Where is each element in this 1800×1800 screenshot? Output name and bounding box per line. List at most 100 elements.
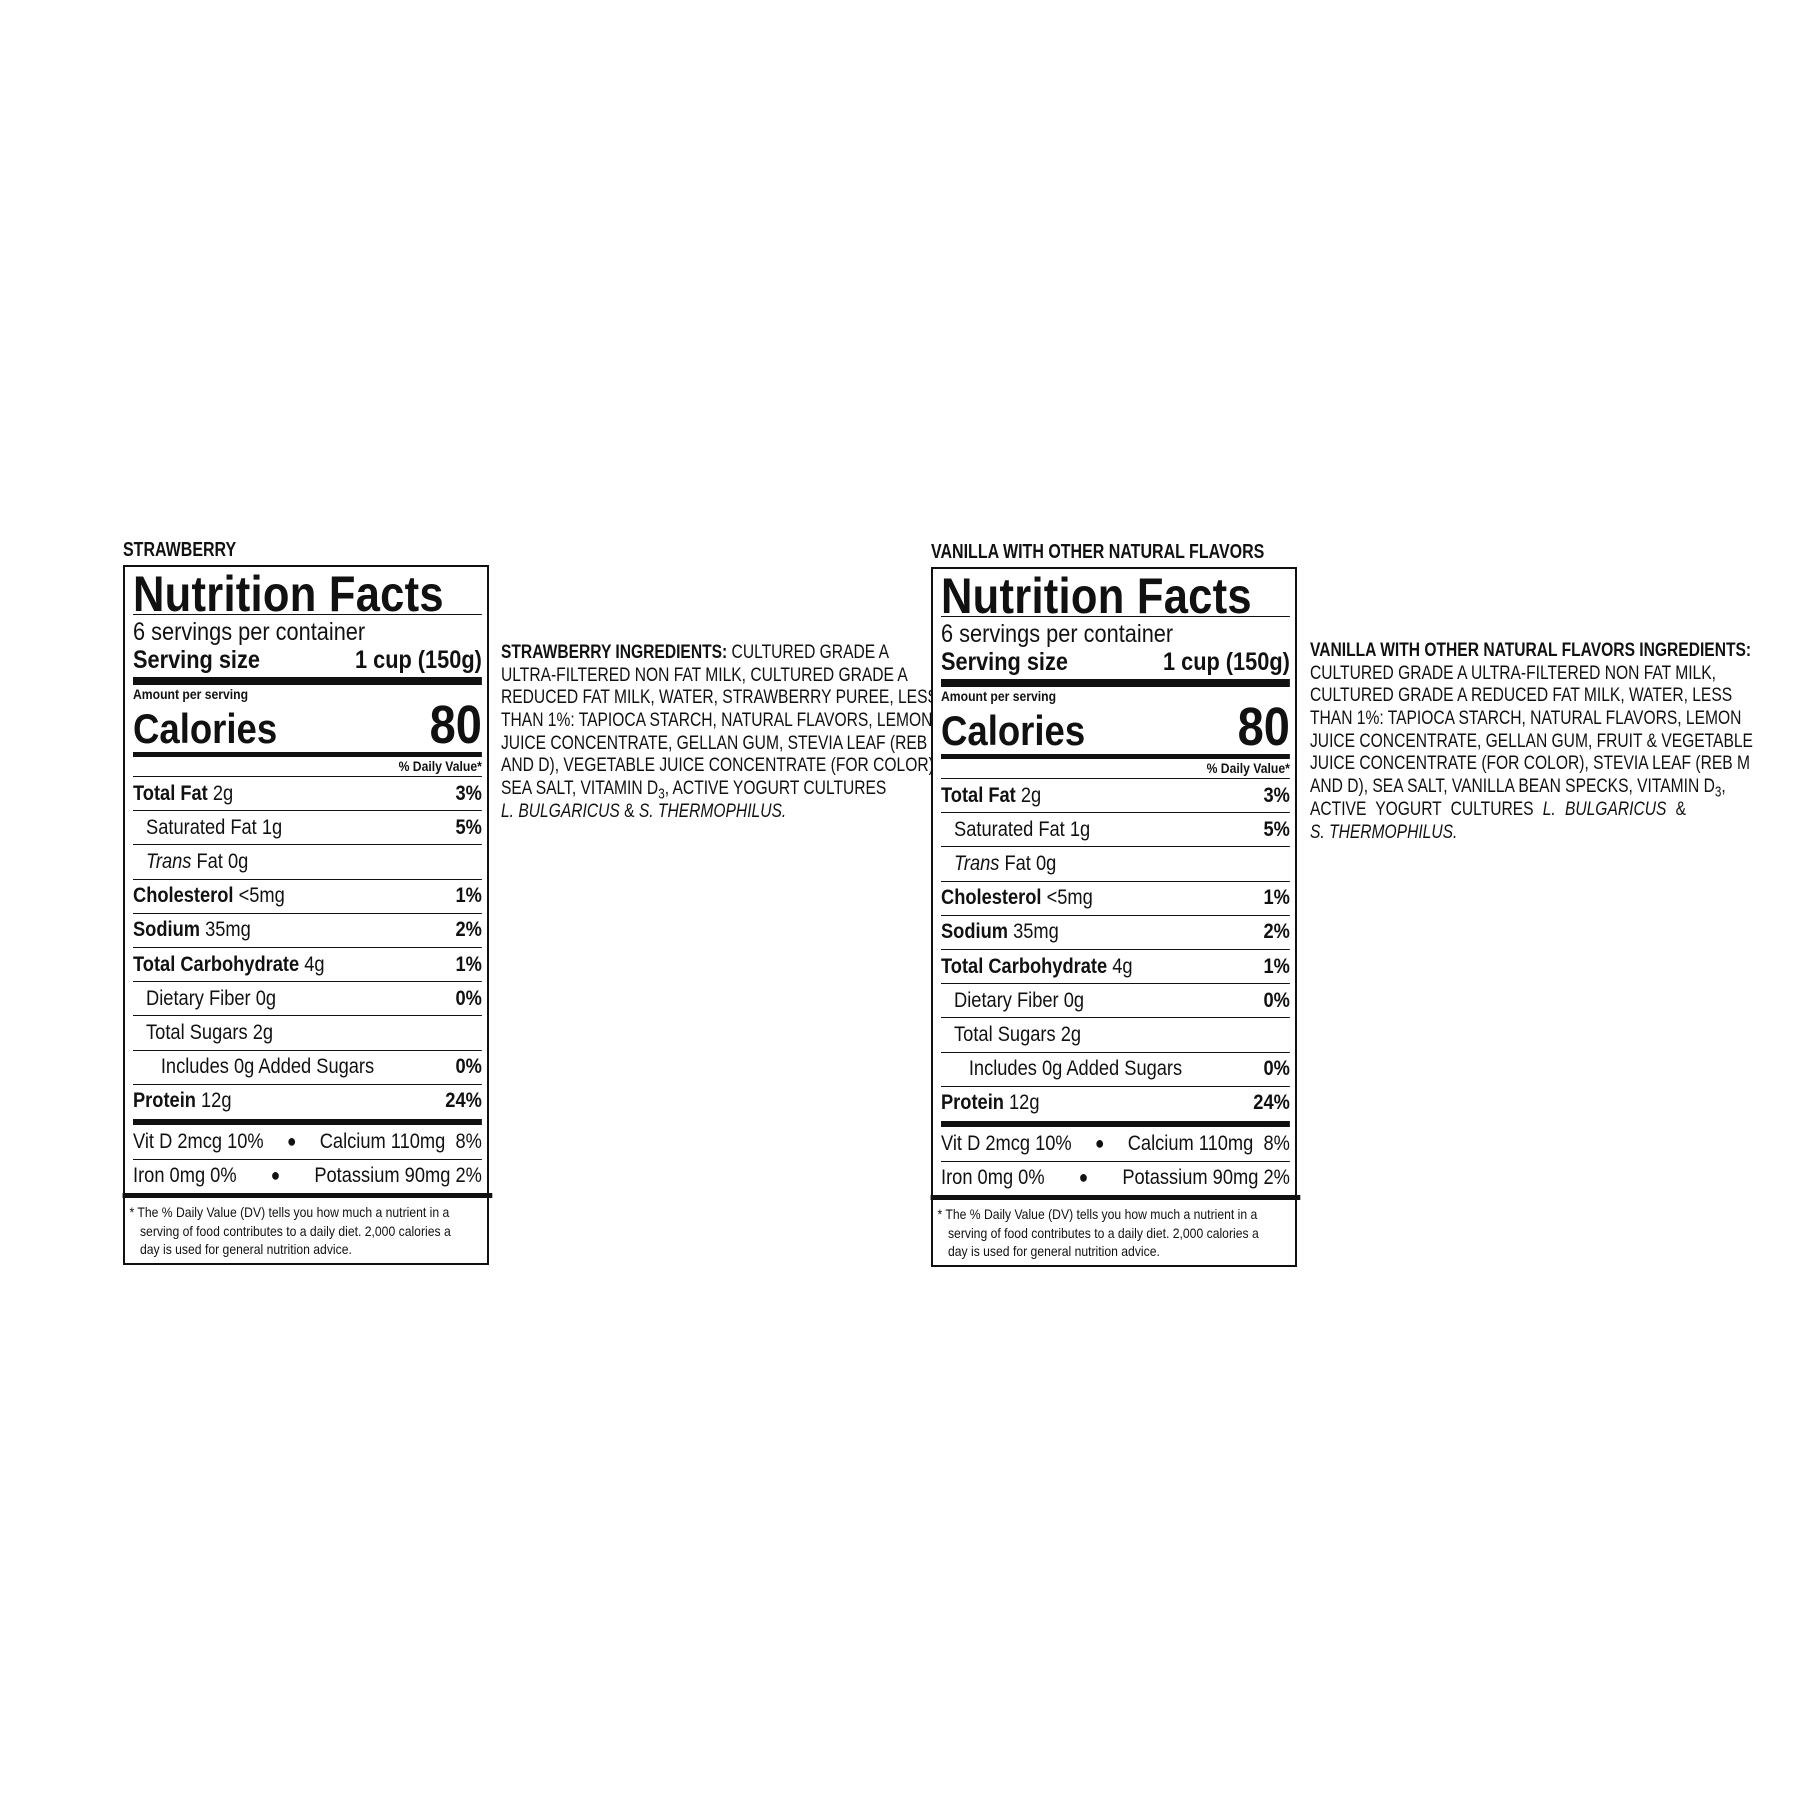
- ingredients-segment: &: [1666, 797, 1686, 820]
- nutrient-name: Total Sugars: [954, 1022, 1056, 1046]
- nutrient-row: Protein 12g 24%: [941, 1087, 1290, 1120]
- ingredients-line: ULTRA-FILTERED NON FAT MILK, CULTURED GR…: [501, 664, 908, 687]
- nutrient-amount: 0g: [1035, 851, 1057, 875]
- ingredients-segment: ,: [1721, 775, 1726, 798]
- nutrient-daily-value: 5%: [455, 815, 482, 839]
- ingredients-line: AND D), VEGETABLE JUICE CONCENTRATE (FOR…: [501, 754, 938, 777]
- footnote: * The % Daily Value (DV) tells you how m…: [130, 1203, 495, 1259]
- nutrient-name-amount: Total Carbohydrate 4g: [941, 955, 1133, 979]
- medium-divider: [941, 1121, 1290, 1127]
- ingredients-line: STRAWBERRY INGREDIENTS: CULTURED GRADE A: [501, 641, 889, 664]
- nutrient-name-suffix: Fat: [999, 851, 1031, 875]
- ingredients-segment: S. THERMOPHILUS.: [1310, 820, 1458, 843]
- ingredients-line: JUICE CONCENTRATE, GELLAN GUM, FRUIT & V…: [1310, 730, 1753, 753]
- footnote-line: serving of food contributes to a daily d…: [947, 1224, 1259, 1241]
- vitamin-right: Potassium 90mg 2%: [314, 1163, 482, 1187]
- ingredients-segment: CULTURED GRADE A REDUCED FAT MILK, WATER…: [1310, 684, 1733, 707]
- nutrient-daily-value: 2%: [455, 918, 482, 942]
- nutrient-row: Total Sugars 2g: [133, 1016, 482, 1051]
- ingredients-text: VANILLA WITH OTHER NATURAL FLAVORS INGRE…: [1310, 639, 1780, 843]
- ingredients-segment: S. THERMOPHILUS.: [638, 799, 787, 822]
- medium-divider: [122, 1193, 493, 1198]
- nutrient-name-amount: Includes 0g Added Sugars: [941, 1057, 1182, 1081]
- nutrient-daily-value: 1%: [455, 952, 482, 976]
- nutrient-amount: 0g: [255, 986, 277, 1010]
- divider: [941, 778, 1290, 779]
- nutrient-daily-value: 3%: [1263, 783, 1290, 807]
- nutrient-name-amount: Cholesterol <5mg: [941, 886, 1093, 910]
- nutrient-row: Includes 0g Added Sugars 0%: [941, 1053, 1290, 1087]
- nutrient-name: Sodium: [133, 918, 200, 942]
- nutrient-name: Trans: [954, 851, 1000, 875]
- ingredients-text: STRAWBERRY INGREDIENTS: CULTURED GRADE A…: [501, 641, 971, 823]
- divider: [941, 616, 1290, 617]
- footnote-line: serving of food contributes to a daily d…: [139, 1222, 451, 1239]
- nutrient-row: Total Sugars 2g: [941, 1018, 1290, 1053]
- calories-row: Calories 80: [133, 697, 482, 753]
- nutrient-name-suffix: Fat: [191, 849, 223, 873]
- ingredients-segment: , ACTIVE YOGURT CULTURES: [664, 777, 887, 800]
- nutrient-name-amount: Total Carbohydrate 4g: [133, 953, 325, 977]
- ingredients-line: CULTURED GRADE A REDUCED FAT MILK, WATER…: [1310, 684, 1732, 707]
- divider: [941, 1161, 1290, 1162]
- nutrient-amount: 4g: [304, 952, 325, 976]
- nutrient-name-amount: Dietary Fiber 0g: [941, 989, 1084, 1013]
- bullet-icon: ●: [270, 1165, 281, 1186]
- nutrient-name: Cholesterol: [133, 884, 234, 908]
- bullet-icon: ●: [1094, 1133, 1105, 1154]
- vitamin-row: Vit D 2mcg 10% ● Calcium 110mg 8%: [941, 1127, 1290, 1161]
- footnote-line: * The % Daily Value (DV) tells you how m…: [129, 1204, 450, 1220]
- amount-per-serving: Amount per serving: [133, 686, 249, 702]
- ingredients-line: AND D), SEA SALT, VANILLA BEAN SPECKS, V…: [1310, 775, 1726, 800]
- bullet-icon: ●: [286, 1131, 297, 1152]
- nutrient-name: Sodium: [941, 920, 1008, 944]
- nutrient-name-amount: Sodium 35mg: [941, 920, 1059, 944]
- nutrient-amount: 0g: [1063, 988, 1085, 1012]
- ingredients-segment: 3: [1714, 784, 1722, 801]
- nutrient-name-amount: Saturated Fat 1g: [941, 818, 1090, 842]
- vitamin-row: Iron 0mg 0% ● Potassium 90mg 2%: [941, 1161, 1290, 1195]
- serving-size-value: 1 cup (150g): [1162, 648, 1290, 676]
- ingredients-line: THAN 1%: TAPIOCA STARCH, NATURAL FLAVORS…: [501, 709, 932, 732]
- footnote-line: * The % Daily Value (DV) tells you how m…: [937, 1206, 1258, 1222]
- nutrient-row: Total Fat 2g 3%: [133, 777, 482, 812]
- nutrient-name-amount: Trans Fat 0g: [941, 852, 1056, 876]
- ingredients-segment: JUICE CONCENTRATE, GELLAN GUM, STEVIA LE…: [501, 731, 945, 754]
- ingredients-line: S. THERMOPHILUS.: [1310, 821, 1686, 844]
- amount-per-serving: Amount per serving: [941, 688, 1057, 704]
- nutrient-name-amount: Total Sugars 2g: [133, 1021, 273, 1045]
- servings-per-container: 6 servings per container: [941, 620, 1174, 648]
- vitamin-row: Iron 0mg 0% ● Potassium 90mg 2%: [133, 1159, 482, 1193]
- ingredients-segment: ACTIVE YOGURT CULTURES: [1310, 797, 1543, 820]
- nutrient-daily-value: 1%: [1263, 886, 1290, 910]
- nutrient-row: Cholesterol <5mg 1%: [941, 882, 1290, 916]
- nutrient-row: Dietary Fiber 0g 0%: [133, 982, 482, 1017]
- nutrient-amount: 4g: [1112, 954, 1133, 978]
- nutrient-row: Saturated Fat 1g 5%: [941, 813, 1290, 848]
- nutrient-amount: 2g: [1020, 783, 1042, 807]
- nutrient-daily-value: 0%: [1263, 1057, 1290, 1081]
- nutrient-name-amount: Protein 12g: [133, 1089, 232, 1113]
- nutrition-facts-label: Nutrition Facts 6 servings per container S…: [930, 567, 1301, 1267]
- ingredients-line: ACTIVE YOGURT CULTURES L. BULGARICUS &: [1310, 798, 1686, 821]
- footnote: * The % Daily Value (DV) tells you how m…: [938, 1205, 1303, 1261]
- medium-divider: [941, 754, 1290, 759]
- nutrient-name-amount: Saturated Fat 1g: [133, 816, 282, 840]
- nutrient-daily-value: 1%: [1263, 954, 1290, 978]
- nutrient-amount: <5mg: [238, 884, 285, 908]
- nutrient-name-amount: Sodium 35mg: [133, 918, 251, 942]
- nutrient-row: Dietary Fiber 0g 0%: [941, 984, 1290, 1019]
- nutrient-name: Trans: [146, 849, 192, 873]
- nutrient-row: Trans Fat 0g: [941, 847, 1290, 882]
- ingredients-segment: AND D), SEA SALT, VANILLA BEAN SPECKS, V…: [1310, 775, 1715, 798]
- ingredients-line: SEA SALT, VITAMIN D3, ACTIVE YOGURT CULT…: [501, 777, 886, 802]
- vitamin-right: Potassium 90mg 2%: [1122, 1165, 1290, 1189]
- ingredients-segment: REDUCED FAT MILK, WATER, STRAWBERRY PURE…: [501, 686, 938, 709]
- nutrient-name: Protein: [133, 1089, 196, 1113]
- nutrient-row: Saturated Fat 1g 5%: [133, 811, 482, 846]
- nutrient-amount: 35mg: [1013, 920, 1059, 944]
- flavor-label: STRAWBERRY: [123, 539, 237, 561]
- nutrient-name: Total Carbohydrate: [133, 952, 300, 976]
- ingredients-line: JUICE CONCENTRATE (FOR COLOR), STEVIA LE…: [1310, 752, 1750, 775]
- ingredients-segment: THAN 1%: TAPIOCA STARCH, NATURAL FLAVORS…: [501, 709, 933, 732]
